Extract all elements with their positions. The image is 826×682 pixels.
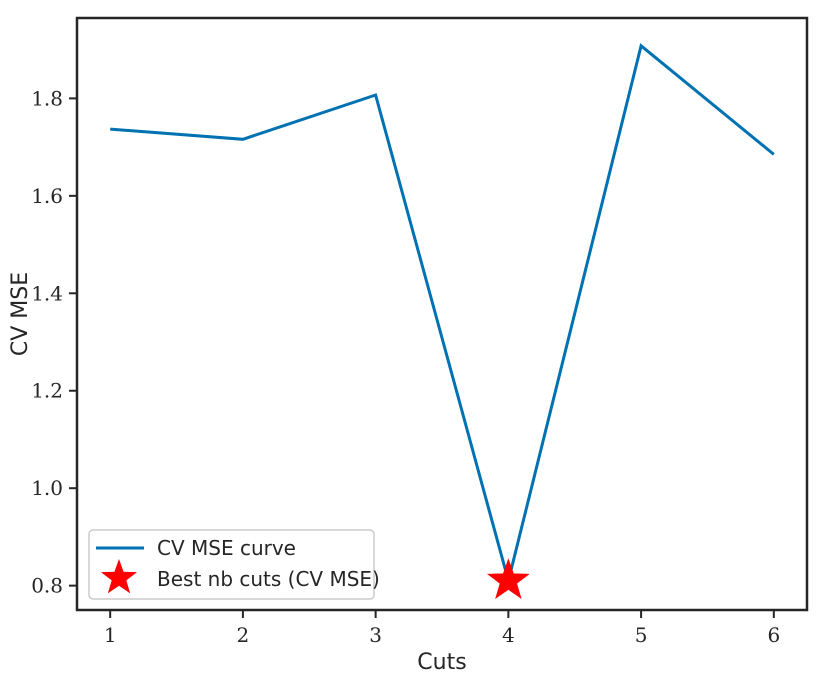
x-tick-label: 4: [502, 623, 515, 647]
highlight-layer: [486, 558, 530, 599]
x-axis-ticks: 1 2 3 4 5 6: [104, 610, 780, 647]
y-axis-ticks: 0.8 1.0 1.2 1.4 1.6 1.8: [31, 86, 77, 598]
legend: CV MSE curve Best nb cuts (CV MSE): [88, 529, 380, 600]
series-point: [110, 129, 111, 130]
x-axis-title: Cuts: [417, 650, 466, 675]
y-tick-label: 1.6: [31, 184, 63, 208]
legend-box: [88, 529, 375, 600]
series-line-cv-mse: [110, 43, 775, 587]
x-tick-label: 2: [237, 623, 250, 647]
y-tick-label: 1.8: [31, 86, 63, 110]
x-tick-label: 3: [369, 623, 382, 647]
y-tick-label: 0.8: [31, 574, 63, 598]
series-layer: [110, 43, 775, 587]
y-tick-label: 1.2: [31, 379, 63, 403]
best-cuts-star-marker: [486, 558, 530, 599]
x-tick-label: 6: [767, 623, 780, 647]
x-tick-label: 1: [104, 623, 117, 647]
y-tick-label: 1.4: [31, 281, 63, 305]
series-point: [242, 139, 243, 140]
y-axis-title: CV MSE: [8, 272, 33, 356]
series-point: [773, 154, 774, 155]
series-point: [641, 45, 642, 46]
y-tick-label: 1.0: [31, 476, 63, 500]
x-tick-label: 5: [635, 623, 648, 647]
legend-star-swatch: [100, 559, 138, 594]
legend-label-series: CV MSE curve: [157, 536, 296, 560]
plot-frame: [75, 16, 809, 612]
legend-label-highlight: Best nb cuts (CV MSE): [157, 567, 380, 591]
series-point: [375, 94, 376, 95]
